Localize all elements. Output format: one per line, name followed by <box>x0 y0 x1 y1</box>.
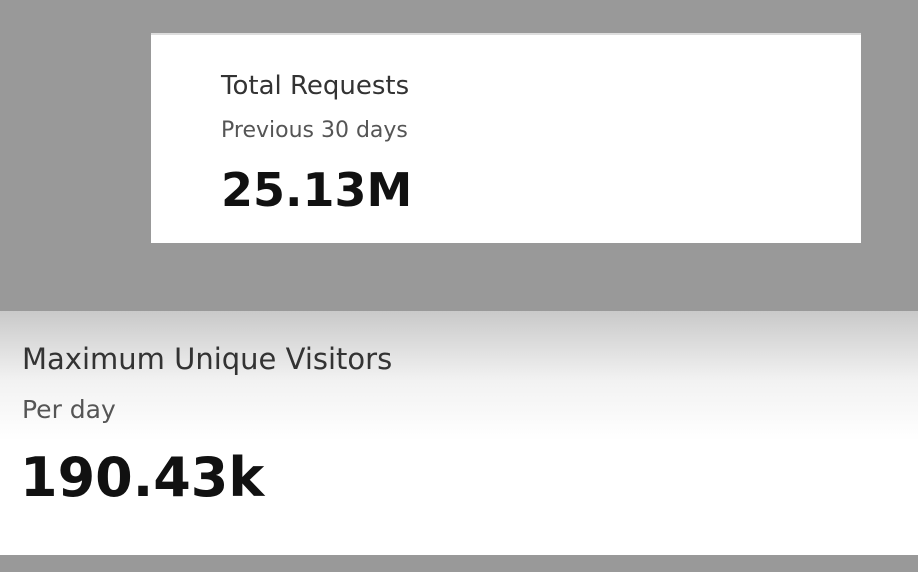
card-value: 190.43k <box>20 446 265 509</box>
card-title: Total Requests <box>221 71 410 101</box>
card-title: Maximum Unique Visitors <box>22 342 393 376</box>
stat-card: Maximum Unique Visitors Per day 190.43k <box>0 311 918 555</box>
card-subtitle: Previous 30 days <box>221 118 408 143</box>
stat-card: Total Requests Previous 30 days 25.13M <box>151 33 861 243</box>
card-subtitle: Per day <box>22 395 116 424</box>
card-value: 25.13M <box>221 163 413 217</box>
